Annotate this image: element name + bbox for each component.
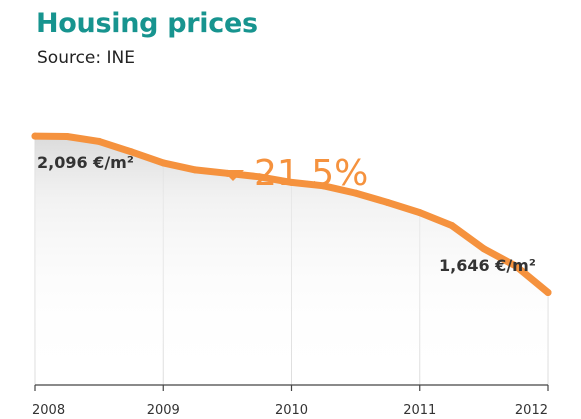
data-point	[384, 199, 392, 207]
data-point	[191, 166, 199, 174]
chart-title: Housing prices	[36, 8, 258, 39]
start-value-label: 2,096 €/m²	[37, 153, 134, 172]
data-point	[480, 245, 488, 253]
data-point	[95, 137, 103, 145]
data-point	[512, 262, 520, 270]
down-arrow-icon	[222, 170, 244, 181]
area-fill	[35, 136, 548, 385]
data-point	[320, 182, 328, 190]
data-point	[255, 173, 263, 181]
data-point	[31, 132, 39, 140]
end-value-label: 1,646 €/m²	[439, 256, 536, 275]
x-tick-label: 2009	[147, 403, 180, 418]
data-point	[448, 221, 456, 229]
x-tick-label: 2011	[403, 403, 436, 418]
change-percent-label: 21.5%	[254, 153, 368, 194]
data-point	[416, 209, 424, 217]
data-point	[159, 159, 167, 167]
data-point	[127, 148, 135, 156]
data-point	[352, 189, 360, 197]
x-tick-label: 2008	[32, 403, 65, 418]
x-tick-label: 2010	[275, 403, 308, 418]
data-point	[544, 289, 552, 297]
data-point	[63, 132, 71, 140]
data-point	[288, 178, 295, 186]
x-tick-label: 2012	[515, 403, 548, 418]
chart-subtitle: Source: INE	[37, 48, 135, 68]
